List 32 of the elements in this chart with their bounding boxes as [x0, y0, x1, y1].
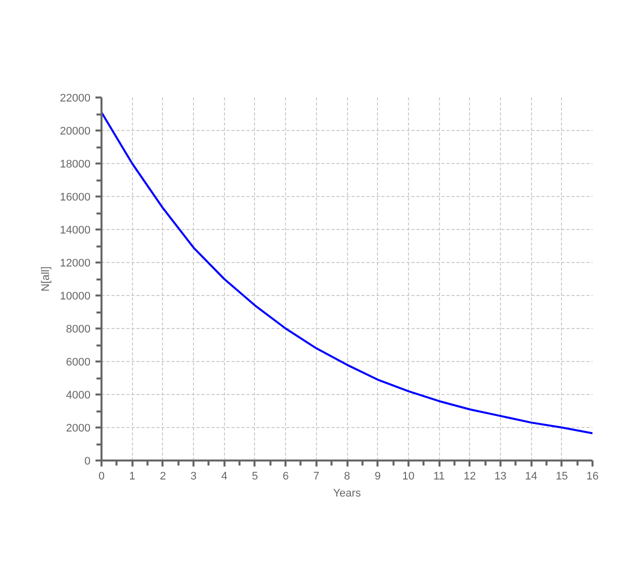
x-tick-label: 10 — [402, 470, 415, 482]
x-tick-label: 14 — [525, 470, 538, 482]
x-tick-label: 7 — [313, 470, 320, 482]
y-tick-label: 14000 — [60, 224, 91, 236]
y-tick-label: 12000 — [60, 258, 91, 270]
x-tick-label: 3 — [190, 470, 197, 482]
x-tick-label: 0 — [98, 470, 105, 482]
x-tick-label: 5 — [252, 470, 258, 482]
y-tick-label: 6000 — [66, 356, 91, 368]
x-tick-label: 6 — [282, 470, 289, 482]
y-tick-label: 8000 — [66, 324, 91, 336]
x-tick-label: 2 — [160, 470, 166, 482]
y-tick-label: 22000 — [60, 92, 91, 104]
y-tick-label: 4000 — [66, 390, 91, 402]
y-tick-label: 10000 — [60, 290, 91, 302]
y-axis-title: N[all] — [40, 266, 52, 292]
x-tick-label: 11 — [433, 470, 445, 482]
x-tick-label: 8 — [344, 470, 350, 482]
line-series — [102, 111, 592, 434]
y-tick-label: 20000 — [60, 126, 91, 138]
y-tick-label: 0 — [84, 456, 91, 468]
x-tick-label: 13 — [494, 470, 507, 482]
y-tick-label: 16000 — [60, 192, 91, 204]
x-tick-label: 12 — [464, 470, 476, 482]
x-tick-label: 15 — [556, 470, 568, 482]
y-tick-label: 18000 — [60, 158, 91, 170]
x-tick-label: 16 — [586, 470, 599, 482]
y-tick-label: 2000 — [66, 422, 91, 434]
x-tick-label: 4 — [221, 470, 228, 482]
x-axis-title: Years — [333, 488, 362, 500]
x-tick-label: 1 — [129, 470, 136, 482]
x-tick-label: 9 — [374, 470, 381, 482]
